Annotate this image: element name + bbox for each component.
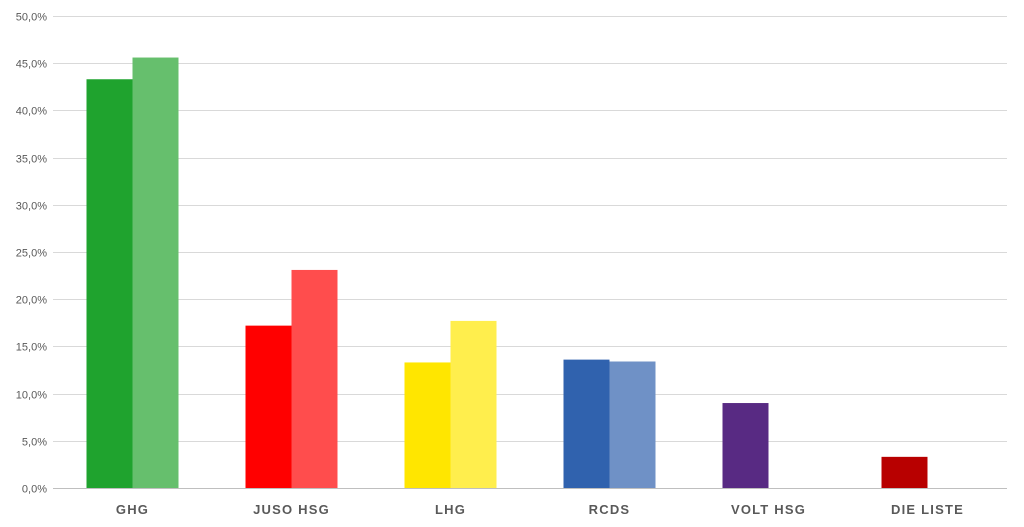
x-tick-label: VOLT HSG: [731, 502, 806, 517]
y-tick-label: 15,0%: [16, 342, 47, 354]
y-tick-label: 25,0%: [16, 248, 47, 260]
bar-juso-hsg-series-1: [245, 325, 292, 488]
gridlines: [53, 16, 1007, 442]
y-tick-label: 0,0%: [22, 484, 47, 496]
x-tick-label: RCDS: [589, 502, 631, 517]
y-tick-label: 50,0%: [16, 12, 47, 24]
bars: [86, 57, 928, 489]
y-tick-label: 40,0%: [16, 106, 47, 118]
bar-rcds-series-2: [609, 361, 656, 488]
bar-rcds-series-1: [563, 359, 610, 488]
y-tick-label: 35,0%: [16, 154, 47, 166]
x-tick-label: JUSO HSG: [253, 502, 330, 517]
y-tick-label: 5,0%: [22, 437, 47, 449]
y-tick-label: 10,0%: [16, 390, 47, 402]
bar-juso-hsg-series-2: [291, 269, 338, 488]
bar-volt-hsg-series-1: [722, 403, 769, 488]
x-tick-label: LHG: [435, 502, 466, 517]
y-tick-label: 20,0%: [16, 295, 47, 307]
x-tick-label: DIE LISTE: [891, 502, 964, 517]
bar-lhg-series-1: [404, 362, 451, 488]
bar-ghg-series-2: [132, 57, 179, 488]
bar-ghg-series-1: [86, 79, 133, 489]
y-tick-label: 45,0%: [16, 59, 47, 71]
bar-die-liste-series-1: [881, 456, 928, 488]
bar-lhg-series-2: [450, 320, 497, 488]
y-tick-label: 30,0%: [16, 201, 47, 213]
tick-labels: 0,0% 5,0% 10,0% 15,0% 20,0% 25,0% 30,0% 35,0% 40…: [16, 12, 964, 518]
x-tick-label: GHG: [116, 502, 149, 517]
